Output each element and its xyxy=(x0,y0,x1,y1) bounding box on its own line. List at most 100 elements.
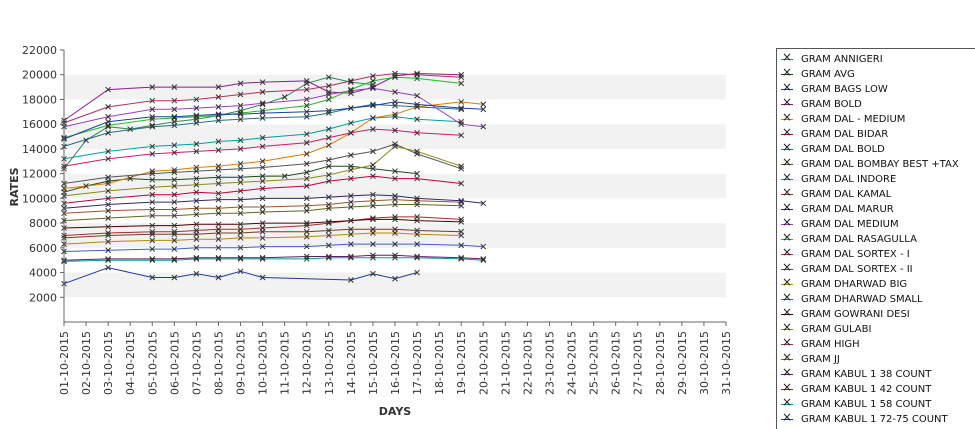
data-point xyxy=(392,127,398,134)
data-point xyxy=(149,84,156,90)
data-point xyxy=(392,70,398,77)
data-point xyxy=(171,122,178,129)
legend-label: GRAM KABUL 1 42 COUNT xyxy=(801,384,932,395)
data-point xyxy=(193,168,200,175)
legend-label: GRAM GOWRANI DESI xyxy=(801,309,910,320)
data-point xyxy=(193,112,200,119)
data-point xyxy=(303,160,310,167)
data-point xyxy=(149,237,156,244)
data-point xyxy=(259,100,266,107)
legend-item: × GRAM DAL SORTEX - II xyxy=(781,261,913,277)
data-point xyxy=(392,111,398,118)
data-point xyxy=(303,131,310,137)
legend-label: GRAM DAL INDORE xyxy=(801,174,897,185)
data-point xyxy=(392,201,398,208)
data-point xyxy=(370,241,376,247)
data-point xyxy=(370,115,376,121)
data-point xyxy=(303,253,310,260)
data-point xyxy=(171,106,178,113)
data-point xyxy=(281,173,288,179)
data-point xyxy=(259,178,266,184)
data-point xyxy=(370,173,376,179)
legend-marker-icon: × xyxy=(781,394,793,409)
y-axis-title: RATES xyxy=(8,167,21,206)
data-point xyxy=(370,148,376,155)
data-point xyxy=(370,254,376,261)
data-point xyxy=(392,175,398,182)
data-point xyxy=(105,201,111,208)
legend-label: GRAM KABUL 1 38 COUNT xyxy=(801,369,932,380)
data-point xyxy=(259,110,266,116)
legend-marker-icon: × xyxy=(781,124,793,139)
x-tick-label: 27-10-2015 xyxy=(632,331,645,395)
data-point xyxy=(303,108,310,115)
data-point xyxy=(348,79,354,85)
data-point xyxy=(392,254,398,261)
legend-item: × GRAM BOLD xyxy=(781,94,862,112)
data-point xyxy=(259,134,266,141)
data-point xyxy=(325,253,332,260)
data-point xyxy=(171,115,178,121)
data-point xyxy=(171,142,178,149)
data-point xyxy=(149,97,156,104)
data-point xyxy=(171,167,178,173)
data-point xyxy=(303,195,310,202)
data-point xyxy=(215,117,222,124)
legend-marker-icon: × xyxy=(781,79,793,94)
x-tick-label: 29-10-2015 xyxy=(676,331,689,395)
series-line-11 xyxy=(63,194,484,209)
x-tick-labels: 01-10-2015 02-10-2015 03-10-2015 04-10-2015… xyxy=(58,331,733,395)
data-point xyxy=(370,202,376,209)
data-point xyxy=(458,71,465,78)
chart-legend: × GRAM ANNIGERI × GRAM AVG × GRAM BAGS LOW × GR… xyxy=(776,48,975,429)
data-point xyxy=(237,221,244,228)
y-tick-labels: 2000 4000 6000 8000 10000 12000 14000 16000 1800… xyxy=(22,44,57,304)
data-point xyxy=(215,205,222,212)
data-point xyxy=(414,92,420,99)
data-point xyxy=(149,212,156,219)
data-point xyxy=(171,84,178,90)
data-point xyxy=(414,254,420,261)
y-tick-label: 10000 xyxy=(22,192,57,205)
y-tick-label: 16000 xyxy=(22,118,57,131)
data-point xyxy=(348,254,354,261)
data-point xyxy=(105,86,111,93)
data-point xyxy=(414,129,420,136)
data-point xyxy=(458,199,465,205)
data-point xyxy=(259,115,266,121)
series-line-12 xyxy=(63,87,484,128)
data-point xyxy=(215,190,222,197)
data-point xyxy=(149,113,156,120)
data-point xyxy=(392,252,398,259)
data-point xyxy=(325,83,332,89)
legend-marker-icon: × xyxy=(781,379,793,394)
data-point xyxy=(193,221,200,228)
legend-item: × GRAM BAGS LOW xyxy=(781,79,888,97)
data-point xyxy=(348,105,354,111)
data-point xyxy=(303,256,310,262)
data-point xyxy=(303,80,310,87)
data-point xyxy=(414,71,420,78)
x-tick-label: 11-10-2015 xyxy=(279,331,292,395)
data-point xyxy=(303,139,310,146)
x-tick-label: 28-10-2015 xyxy=(654,331,667,395)
x-axis-title: DAYS xyxy=(379,405,412,418)
data-point xyxy=(171,222,178,229)
data-point xyxy=(480,123,487,130)
data-point xyxy=(171,246,178,252)
legend-label: GRAM DAL - MEDIUM xyxy=(801,114,906,125)
data-point xyxy=(259,209,266,215)
legend-marker-icon: × xyxy=(781,94,793,109)
data-point xyxy=(325,126,332,132)
x-tick-label: 02-10-2015 xyxy=(80,331,93,395)
data-point xyxy=(392,141,398,147)
legend-marker-icon: × xyxy=(781,49,793,64)
data-point xyxy=(392,73,398,79)
data-point xyxy=(325,91,332,98)
axes xyxy=(60,49,727,326)
data-point xyxy=(458,180,465,187)
data-point xyxy=(325,227,332,234)
x-tick-label: 24-10-2015 xyxy=(566,331,579,395)
data-point xyxy=(325,157,332,163)
legend-label: GRAM JJ xyxy=(801,354,840,365)
